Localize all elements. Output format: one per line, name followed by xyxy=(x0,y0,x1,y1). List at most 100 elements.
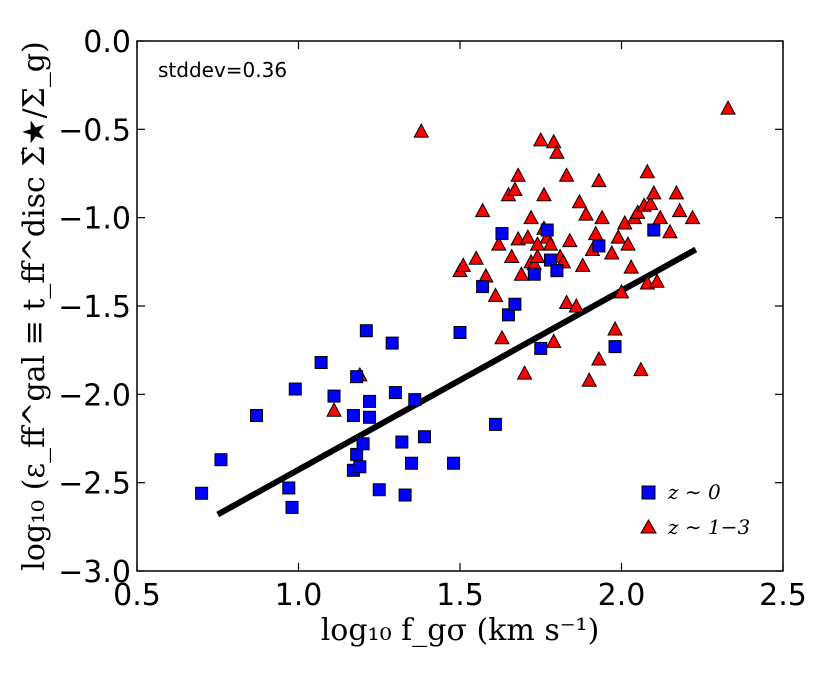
triangle-point xyxy=(568,297,585,313)
triangle-point xyxy=(510,167,526,182)
triangle-point xyxy=(591,350,607,366)
y-tick-label: −1.0 xyxy=(58,202,131,237)
square-point xyxy=(350,370,364,384)
triangle-point xyxy=(474,202,491,218)
triangle-point xyxy=(536,186,552,202)
square-point xyxy=(476,280,490,294)
triangle-point xyxy=(594,209,610,225)
triangle-point xyxy=(516,365,533,380)
square-point xyxy=(388,386,402,400)
square-point xyxy=(527,267,541,281)
triangle-point xyxy=(413,123,430,138)
x-tick-label: 2.0 xyxy=(598,578,646,613)
square-point xyxy=(592,239,606,253)
plot-frame-group xyxy=(136,40,784,572)
triangle-point xyxy=(326,402,342,417)
triangle-point xyxy=(545,133,562,149)
square-point xyxy=(647,223,661,237)
y-tick-label: 0.0 xyxy=(83,25,131,60)
y-tick-label: −3.0 xyxy=(58,555,131,590)
fit-line-group xyxy=(216,246,698,518)
triangle-point xyxy=(668,184,685,200)
square-point xyxy=(285,500,299,514)
triangle-point xyxy=(487,287,504,302)
y-tick-label: −2.5 xyxy=(58,467,131,502)
square-point xyxy=(540,223,554,237)
square-point xyxy=(534,341,548,355)
triangle-point xyxy=(623,259,640,274)
square-point xyxy=(453,326,467,339)
square-point xyxy=(447,456,461,470)
square-point xyxy=(508,297,522,311)
triangle-point xyxy=(684,209,701,225)
legend-triangle-marker xyxy=(640,518,657,534)
square-point xyxy=(363,394,377,408)
triangle-point xyxy=(468,250,484,265)
y-tick-label: −2.0 xyxy=(58,378,131,413)
triangle-point xyxy=(720,100,736,115)
square-point xyxy=(250,409,264,423)
triangle-point xyxy=(581,372,598,387)
triangle-point xyxy=(574,257,591,272)
triangle-point xyxy=(591,172,607,188)
x-tick-label: 1.5 xyxy=(436,578,484,613)
x-axis-label: log₁₀ f_gσ (km s⁻¹) xyxy=(321,613,600,648)
axis-ticks: 0.5 1.0 1.5 2.0 2.5 −3.0 −2.5 −2.0 −1.5 −1.0 −0.5 0… xyxy=(58,25,807,613)
square-point xyxy=(495,227,509,241)
triangle-point xyxy=(529,248,546,264)
square-point xyxy=(385,336,399,350)
triangle-point xyxy=(558,167,575,182)
x-tick-label: 1.0 xyxy=(275,578,323,613)
square-point xyxy=(408,393,422,407)
square-point xyxy=(417,430,431,444)
square-point xyxy=(359,324,373,338)
legend-label-z0: z ∼ 0 xyxy=(667,480,721,504)
fit-line xyxy=(216,246,698,518)
triangle-point xyxy=(545,333,562,348)
square-point xyxy=(363,410,377,424)
triangle-point xyxy=(620,236,636,251)
y-axis-label: log₁₀ (ε_ff^gal ≡ t_ff^disc Σ̇★/Σ_g) xyxy=(17,41,52,570)
triangle-point xyxy=(507,181,523,196)
triangle-point xyxy=(542,236,559,251)
triangle-point xyxy=(629,204,646,219)
triangle-point xyxy=(603,244,620,260)
triangle-point xyxy=(532,131,549,147)
square-point xyxy=(550,264,564,278)
triangle-point xyxy=(455,257,472,272)
triangle-point xyxy=(578,206,594,221)
square-point xyxy=(314,356,328,370)
square-point xyxy=(327,389,341,403)
triangle-point xyxy=(610,229,627,244)
square-point xyxy=(214,453,228,467)
triangle-point xyxy=(503,248,520,264)
legend: z ∼ 0 z ∼ 1−3 xyxy=(640,480,750,539)
triangle-point xyxy=(662,223,678,239)
square-point xyxy=(398,488,412,502)
data-points xyxy=(195,100,736,514)
plot-frame xyxy=(136,40,784,572)
stddev-annotation: stddev=0.36 xyxy=(158,58,287,82)
triangle-point xyxy=(513,266,530,281)
triangle-point xyxy=(549,144,565,159)
square-point xyxy=(356,437,370,451)
square-point xyxy=(346,409,360,423)
triangle-point xyxy=(613,283,630,299)
triangle-point xyxy=(561,232,578,248)
legend-square-marker xyxy=(641,485,656,500)
triangle-point xyxy=(671,202,688,218)
square-point xyxy=(288,382,302,396)
triangle-point xyxy=(558,294,575,309)
triangle-point xyxy=(642,195,659,211)
triangle-point xyxy=(649,273,665,288)
triangle-point xyxy=(490,236,507,251)
square-point xyxy=(395,435,409,449)
y-tick-label: −0.5 xyxy=(58,113,131,148)
triangle-point xyxy=(523,209,539,225)
square-point xyxy=(405,456,419,470)
triangle-point xyxy=(519,229,536,244)
square-point xyxy=(608,340,622,354)
triangle-point xyxy=(639,163,656,179)
square-point xyxy=(195,486,209,500)
